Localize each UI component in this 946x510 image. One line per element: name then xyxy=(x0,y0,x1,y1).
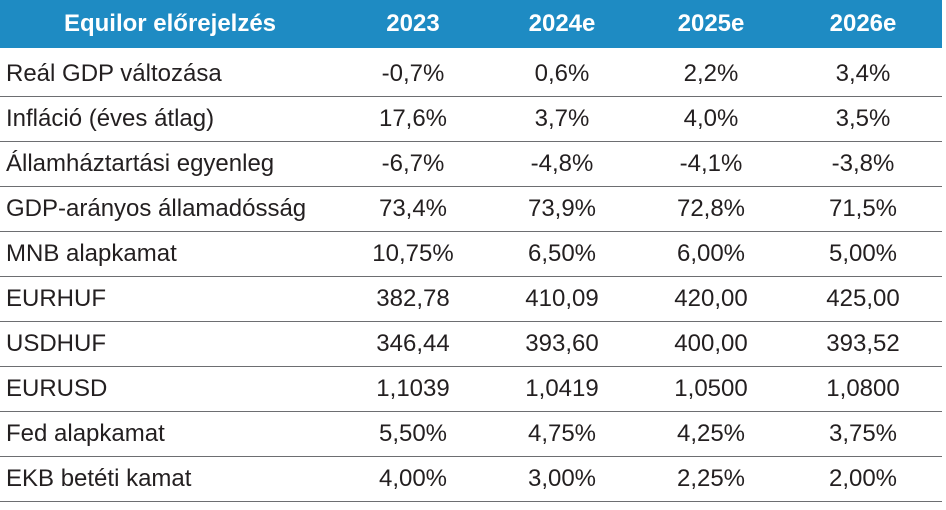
row-label: EURUSD xyxy=(0,366,340,412)
table-row: EURUSD 1,1039 1,0419 1,0500 1,0800 xyxy=(0,366,942,412)
value-cell-2025e: 2,2% xyxy=(638,49,784,97)
table-row: MNB alapkamat 10,75% 6,50% 6,00% 5,00% xyxy=(0,231,942,277)
row-label: Fed alapkamat xyxy=(0,411,340,457)
value-cell-2023: 73,4% xyxy=(340,186,486,232)
value-cell-2023: 17,6% xyxy=(340,96,486,142)
value-cell-2026e: 3,5% xyxy=(784,96,942,142)
table-body: Reál GDP változása -0,7% 0,6% 2,2% 3,4% Inflá… xyxy=(0,49,942,502)
value-cell-2024e: 3,7% xyxy=(486,96,638,142)
value-cell-2023: -0,7% xyxy=(340,49,486,97)
value-cell-2026e: 3,75% xyxy=(784,411,942,457)
header-cell-2024e: 2024e xyxy=(486,0,638,52)
table-row: EKB betéti kamat 4,00% 3,00% 2,25% 2,00% xyxy=(0,456,942,502)
value-cell-2025e: 1,0500 xyxy=(638,366,784,412)
value-cell-2024e: 410,09 xyxy=(486,276,638,322)
row-label: Reál GDP változása xyxy=(0,49,340,97)
value-cell-2023: 1,1039 xyxy=(340,366,486,412)
value-cell-2025e: 400,00 xyxy=(638,321,784,367)
value-cell-2023: -6,7% xyxy=(340,141,486,187)
table-row: USDHUF 346,44 393,60 400,00 393,52 xyxy=(0,321,942,367)
table-header: Equilor előrejelzés 2023 2024e 2025e 202… xyxy=(0,0,942,52)
value-cell-2024e: 3,00% xyxy=(486,456,638,502)
row-label: MNB alapkamat xyxy=(0,231,340,277)
value-cell-2026e: 393,52 xyxy=(784,321,942,367)
row-label: EURHUF xyxy=(0,276,340,322)
value-cell-2023: 10,75% xyxy=(340,231,486,277)
value-cell-2024e: 6,50% xyxy=(486,231,638,277)
value-cell-2024e: 0,6% xyxy=(486,49,638,97)
header-cell-2025e: 2025e xyxy=(638,0,784,52)
row-label: EKB betéti kamat xyxy=(0,456,340,502)
value-cell-2025e: 4,25% xyxy=(638,411,784,457)
value-cell-2024e: 393,60 xyxy=(486,321,638,367)
value-cell-2024e: 73,9% xyxy=(486,186,638,232)
value-cell-2024e: 1,0419 xyxy=(486,366,638,412)
value-cell-2026e: 425,00 xyxy=(784,276,942,322)
value-cell-2026e: -3,8% xyxy=(784,141,942,187)
value-cell-2025e: 6,00% xyxy=(638,231,784,277)
header-cell-label: Equilor előrejelzés xyxy=(0,0,340,52)
value-cell-2025e: 420,00 xyxy=(638,276,784,322)
value-cell-2026e: 3,4% xyxy=(784,49,942,97)
table-row: GDP-arányos államadósság 73,4% 73,9% 72,8% 7… xyxy=(0,186,942,232)
row-label: GDP-arányos államadósság xyxy=(0,186,340,232)
value-cell-2026e: 71,5% xyxy=(784,186,942,232)
value-cell-2023: 346,44 xyxy=(340,321,486,367)
value-cell-2024e: 4,75% xyxy=(486,411,638,457)
header-cell-2026e: 2026e xyxy=(784,0,942,52)
table-row: Államháztartási egyenleg -6,7% -4,8% -4,1% -… xyxy=(0,141,942,187)
value-cell-2025e: 2,25% xyxy=(638,456,784,502)
value-cell-2025e: -4,1% xyxy=(638,141,784,187)
value-cell-2024e: -4,8% xyxy=(486,141,638,187)
value-cell-2026e: 2,00% xyxy=(784,456,942,502)
value-cell-2023: 4,00% xyxy=(340,456,486,502)
row-label: Államháztartási egyenleg xyxy=(0,141,340,187)
value-cell-2025e: 4,0% xyxy=(638,96,784,142)
value-cell-2023: 5,50% xyxy=(340,411,486,457)
value-cell-2025e: 72,8% xyxy=(638,186,784,232)
table-row: Reál GDP változása -0,7% 0,6% 2,2% 3,4% xyxy=(0,49,942,97)
header-row: Equilor előrejelzés 2023 2024e 2025e 202… xyxy=(0,0,942,52)
value-cell-2026e: 1,0800 xyxy=(784,366,942,412)
header-cell-2023: 2023 xyxy=(340,0,486,52)
row-label: Infláció (éves átlag) xyxy=(0,96,340,142)
row-label: USDHUF xyxy=(0,321,340,367)
table-row: Fed alapkamat 5,50% 4,75% 4,25% 3,75% xyxy=(0,411,942,457)
table-row: Infláció (éves átlag) 17,6% 3,7% 4,0% 3,5% xyxy=(0,96,942,142)
value-cell-2026e: 5,00% xyxy=(784,231,942,277)
table-row: EURHUF 382,78 410,09 420,00 425,00 xyxy=(0,276,942,322)
value-cell-2023: 382,78 xyxy=(340,276,486,322)
